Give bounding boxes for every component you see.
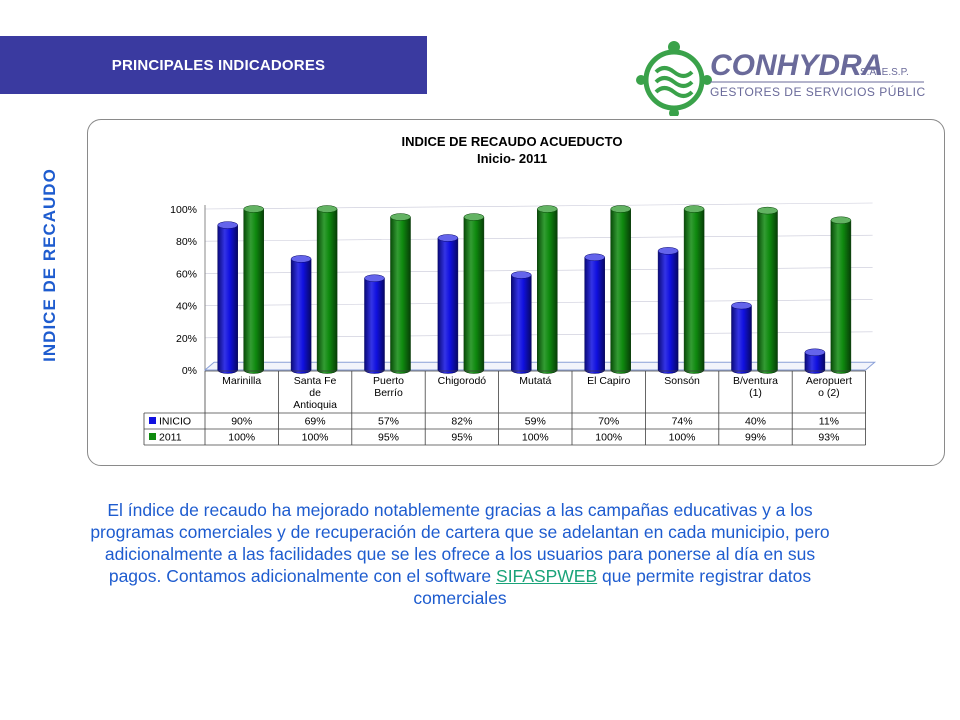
y-tick-label: 0%	[182, 365, 197, 377]
bar-2011	[610, 208, 631, 374]
bar-2011	[316, 208, 338, 374]
bar-top-inicio	[584, 253, 605, 262]
legend-label: INICIO	[159, 416, 191, 428]
category-label: Antioquia	[293, 399, 337, 411]
category-label: Puerto	[373, 375, 404, 387]
description-paragraph: El índice de recaudo ha mejorado notable…	[80, 499, 840, 609]
category-label: B/ventura	[733, 375, 778, 387]
bar-2011	[390, 216, 411, 374]
legend-key-inicio	[149, 417, 156, 424]
data-label: 11%	[819, 416, 839, 428]
bar-top-inicio	[657, 247, 679, 255]
data-label: 90%	[231, 416, 252, 428]
bar-top-2011	[316, 205, 338, 213]
data-label: 95%	[451, 432, 472, 444]
bar-2011	[243, 208, 264, 374]
data-label: 69%	[305, 416, 326, 428]
sifaspweb-link[interactable]: SIFASPWEB	[496, 566, 598, 586]
data-label: 40%	[745, 416, 766, 428]
paragraph-text-before: El índice de recaudo ha mejorado notable…	[90, 500, 830, 586]
bar-2011	[830, 220, 852, 374]
bar-top-2011	[390, 213, 411, 221]
bar-top-inicio	[217, 221, 238, 229]
y-tick-label: 60%	[176, 268, 197, 280]
bar-inicio	[657, 250, 679, 374]
gridline	[204, 202, 873, 210]
data-label: 100%	[522, 432, 549, 444]
bar-top-inicio	[511, 271, 532, 279]
bar-top-2011	[537, 205, 558, 213]
paragraph-text-after: que permite registrar datos comerciales	[413, 566, 812, 608]
bar-2011	[537, 208, 558, 374]
bar-top-inicio	[437, 234, 459, 242]
data-label: 93%	[818, 432, 839, 444]
header-band: PRINCIPALES INDICADORES	[0, 36, 427, 94]
category-label: de	[309, 387, 321, 399]
category-label: Berrío	[374, 387, 403, 399]
data-label: 59%	[525, 416, 546, 428]
category-label: Aeropuert	[806, 375, 852, 387]
category-label: Santa Fe	[294, 375, 337, 387]
data-label: 57%	[378, 416, 399, 428]
data-label: 100%	[228, 432, 255, 444]
bar-chart: INDICE DE RECAUDO ACUEDUCTO Inicio- 2011…	[143, 134, 877, 446]
side-title: INDICE DE RECAUDO	[40, 168, 59, 362]
data-label: 70%	[598, 416, 619, 428]
bar-inicio	[731, 305, 752, 374]
bar-inicio	[290, 258, 312, 374]
y-tick-label: 20%	[176, 333, 197, 345]
y-tick-label: 80%	[176, 236, 197, 248]
data-label: 74%	[672, 416, 693, 428]
bar-inicio	[217, 224, 238, 374]
bar-top-inicio	[364, 274, 385, 282]
logo-tagline: GESTORES DE SERVICIOS PÚBLICOS	[710, 84, 926, 99]
bar-top-2011	[830, 216, 852, 225]
bar-top-inicio	[731, 301, 752, 310]
bar-inicio	[584, 257, 605, 374]
data-label: 95%	[378, 432, 399, 444]
category-label: Marinilla	[222, 375, 261, 387]
y-tick-label: 40%	[176, 301, 197, 313]
category-label: Chigorodó	[438, 375, 487, 387]
logo-brand: CONHYDRA	[710, 49, 883, 82]
bar-inicio	[364, 277, 385, 374]
data-label: 100%	[595, 432, 622, 444]
bar-top-2011	[683, 205, 705, 213]
category-label: El Capiro	[587, 375, 630, 387]
legend-key-2011	[149, 433, 156, 440]
category-label: Sonsón	[664, 375, 700, 387]
bar-top-2011	[463, 213, 485, 221]
chart-title: INDICE DE RECAUDO ACUEDUCTO	[401, 134, 622, 149]
bar-top-2011	[610, 205, 631, 213]
data-label: 100%	[302, 432, 329, 444]
legend-label: 2011	[159, 432, 182, 444]
data-label: 99%	[745, 432, 766, 444]
bar-2011	[463, 216, 485, 374]
bar-2011	[683, 208, 705, 374]
y-tick-label: 100%	[170, 204, 197, 216]
company-logo: CONHYDRA S.A. E.S.P. GESTORES DE SERVICI…	[636, 41, 926, 116]
logo-suffix: S.A. E.S.P.	[860, 67, 909, 78]
bar-inicio	[511, 274, 532, 374]
category-label: (1)	[749, 387, 762, 399]
page-title: PRINCIPALES INDICADORES	[111, 56, 326, 74]
logo-icon	[636, 41, 712, 116]
chart-subtitle: Inicio- 2011	[477, 151, 547, 166]
data-label: 100%	[669, 432, 696, 444]
bar-top-2011	[757, 206, 778, 215]
bar-top-inicio	[804, 348, 826, 357]
bar-top-inicio	[290, 255, 312, 263]
category-label: o (2)	[818, 387, 840, 399]
bar-2011	[757, 210, 778, 374]
category-label: Mutatá	[519, 375, 551, 387]
bar-inicio	[437, 237, 459, 374]
bar-top-2011	[243, 205, 264, 213]
data-label: 82%	[451, 416, 472, 428]
